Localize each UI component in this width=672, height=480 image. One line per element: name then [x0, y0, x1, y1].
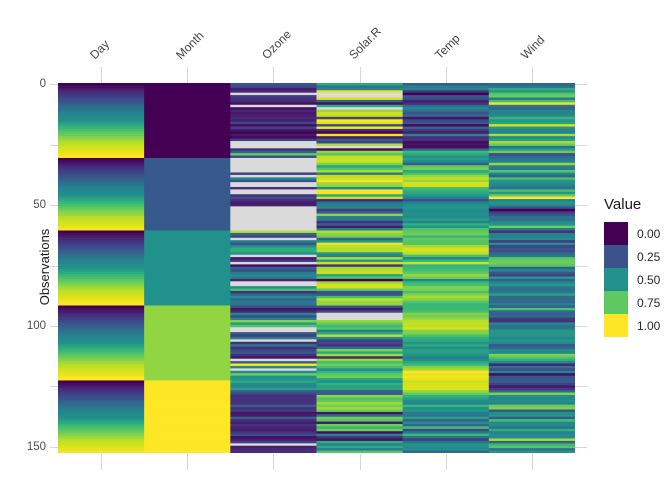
x-tick-top	[101, 67, 103, 83]
legend-label: 1.00	[637, 318, 661, 333]
legend-label: 0.75	[637, 295, 661, 310]
legend-entry: 0.00	[604, 222, 670, 245]
y-tick-right	[575, 144, 587, 146]
y-tick-left	[50, 326, 58, 328]
x-tick-bottom	[273, 454, 275, 470]
legend-label: 0.50	[637, 272, 661, 287]
y-axis-label-50: 50	[33, 199, 46, 212]
x-axis-label-temp: Temp	[431, 31, 463, 62]
legend-title: Value	[604, 196, 642, 213]
x-tick-top	[187, 67, 189, 83]
x-tick-top	[273, 67, 275, 83]
y-axis-label-150: 150	[26, 440, 46, 453]
y-axis-title: Observations	[36, 228, 52, 306]
legend-entry: 1.00	[604, 314, 670, 337]
y-tick-left	[50, 144, 58, 146]
x-axis-label-day: Day	[87, 37, 113, 62]
x-tick-top	[359, 67, 361, 83]
legend-swatch	[604, 245, 628, 268]
x-tick-top	[531, 67, 533, 83]
legend-label: 0.00	[637, 226, 661, 241]
x-axis-label-month: Month	[173, 28, 207, 63]
x-tick-bottom	[101, 454, 103, 470]
y-tick-right	[575, 205, 587, 207]
heatmap-canvas	[58, 83, 575, 453]
y-tick-right	[575, 84, 587, 86]
x-axis-label-solarr: Solar.R	[345, 24, 384, 62]
legend-entries: 0.00 0.25 0.50 0.75 1.00	[604, 222, 670, 337]
legend-label: 0.25	[637, 249, 661, 264]
x-tick-bottom	[187, 454, 189, 470]
x-tick-bottom	[359, 454, 361, 470]
x-axis-label-ozone: Ozone	[259, 27, 295, 63]
y-tick-left	[50, 84, 58, 86]
x-axis-label-wind: Wind	[518, 32, 548, 62]
legend-entry: 0.25	[604, 245, 670, 268]
legend: Value 0.00 0.25 0.50 0.75 1.00	[604, 196, 670, 337]
x-tick-bottom	[445, 454, 447, 470]
y-tick-left	[50, 446, 58, 448]
y-tick-right	[575, 326, 587, 328]
legend-swatch	[604, 291, 628, 314]
y-tick-left	[50, 386, 58, 388]
x-tick-top	[445, 67, 447, 83]
legend-entry: 0.75	[604, 291, 670, 314]
legend-swatch	[604, 314, 628, 337]
legend-entry: 0.50	[604, 268, 670, 291]
legend-swatch	[604, 268, 628, 291]
y-tick-right	[575, 265, 587, 267]
y-tick-right	[575, 386, 587, 388]
y-tick-left	[50, 205, 58, 207]
legend-swatch	[604, 222, 628, 245]
y-axis-label-0: 0	[39, 78, 46, 91]
y-tick-left	[50, 265, 58, 267]
y-axis-label-100: 100	[26, 320, 46, 333]
y-tick-right	[575, 446, 587, 448]
x-tick-bottom	[531, 454, 533, 470]
